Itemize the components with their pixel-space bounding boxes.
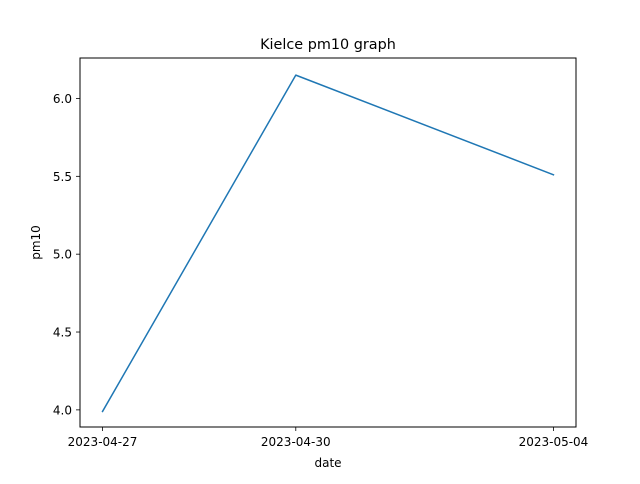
y-axis: 4.0 4.5 5.0 5.5 6.0	[53, 92, 80, 417]
plot-area	[101, 74, 555, 413]
x-tick-label: 2023-04-27	[68, 435, 138, 449]
x-axis-label: date	[314, 456, 341, 470]
chart-title: Kielce pm10 graph	[260, 37, 396, 53]
y-tick-label: 4.5	[53, 326, 72, 340]
y-tick-label: 5.0	[53, 248, 72, 262]
y-axis-label: pm10	[29, 225, 43, 260]
y-tick-label: 4.0	[53, 403, 72, 417]
y-tick-label: 6.0	[53, 92, 72, 106]
x-tick-label: 2023-04-30	[261, 435, 331, 449]
x-axis: 2023-04-27 2023-04-30 2023-05-04	[68, 427, 589, 449]
plot-frame	[79, 57, 577, 428]
series-line-1	[101, 74, 555, 413]
y-tick-label: 5.5	[53, 170, 72, 184]
x-tick-label: 2023-05-04	[519, 435, 589, 449]
